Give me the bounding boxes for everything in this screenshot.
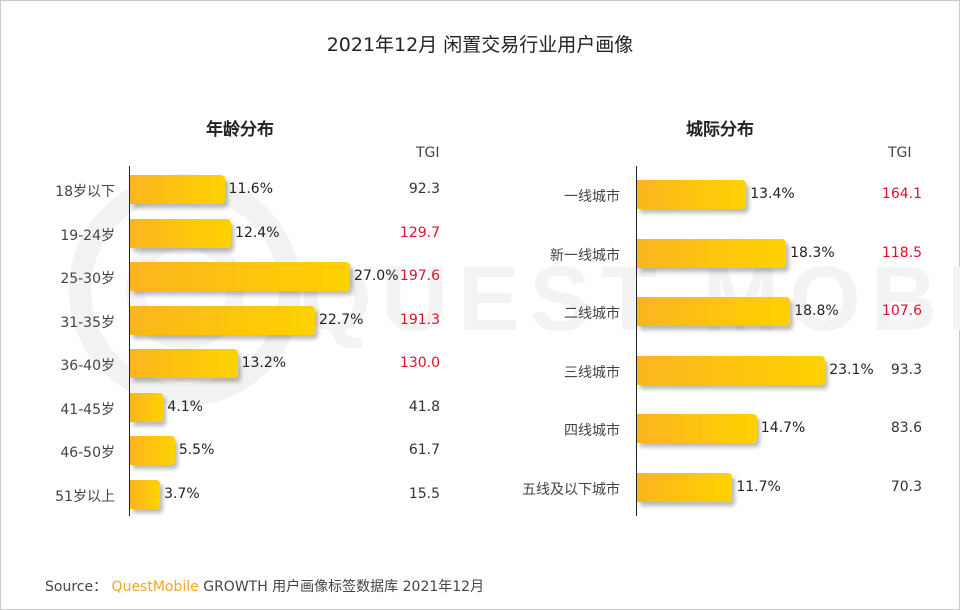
value-label: 22.7% <box>319 311 364 328</box>
bar <box>130 305 315 335</box>
value-label: 5.5% <box>178 442 215 458</box>
tgi-value: 191.3 <box>399 311 440 328</box>
source-text: GROWTH 用户画像标签数据库 2021年12月 <box>203 579 485 595</box>
bar <box>130 436 175 465</box>
tgi-value: 83.6 <box>890 420 922 436</box>
y-axis-line <box>636 166 637 516</box>
tgi-value: 70.3 <box>890 478 922 495</box>
value-label: 13.4% <box>750 186 795 202</box>
bar <box>130 392 164 422</box>
category-label: 19-24岁 <box>60 227 115 244</box>
chart-title: 年龄分布 <box>206 120 274 140</box>
bar <box>130 218 232 248</box>
tgi-value: 61.7 <box>408 442 440 458</box>
value-label: 4.1% <box>167 398 203 415</box>
bar <box>637 297 791 326</box>
category-label: 一线城市 <box>564 189 620 205</box>
bar <box>130 262 351 291</box>
source-prefix: Source： <box>45 579 108 595</box>
tgi-value: 130.0 <box>399 355 440 371</box>
value-label: 18.8% <box>794 303 839 319</box>
category-label: 18岁以下 <box>55 184 115 200</box>
y-axis-line <box>129 166 130 516</box>
tgi-header: TGI <box>416 145 440 161</box>
tgi-value: 41.8 <box>408 398 440 415</box>
source-note: Source： QuestMobile GROWTH 用户画像标签数据库 202… <box>45 576 484 596</box>
page-title: 2021年12月 闲置交易行业用户画像 <box>326 34 634 56</box>
tgi-value: 164.1 <box>881 186 922 202</box>
tgi-value: 107.6 <box>881 303 922 319</box>
value-label: 14.7% <box>760 420 806 436</box>
category-label: 36-40岁 <box>60 358 115 374</box>
category-label: 三线城市 <box>564 364 620 381</box>
bar <box>637 180 747 209</box>
bar <box>130 175 225 204</box>
value-label: 27.0% <box>354 268 399 284</box>
value-label: 18.3% <box>790 244 835 261</box>
value-label: 11.7% <box>736 478 781 495</box>
tgi-value: 118.5 <box>881 244 922 261</box>
category-label: 31-35岁 <box>60 314 115 331</box>
category-label: 25-30岁 <box>60 271 115 287</box>
category-label: 46-50岁 <box>60 445 115 461</box>
value-label: 23.1% <box>829 361 874 378</box>
category-label: 四线城市 <box>564 423 620 439</box>
bar <box>130 349 238 378</box>
bar <box>637 472 733 502</box>
tgi-header: TGI <box>888 145 912 161</box>
category-label: 41-45岁 <box>60 401 115 418</box>
bar <box>637 355 826 385</box>
tgi-value: 129.7 <box>399 224 440 241</box>
tgi-value: 197.6 <box>399 268 440 284</box>
value-label: 3.7% <box>164 485 200 502</box>
source-brand: QuestMobile <box>111 579 199 595</box>
category-label: 新一线城市 <box>550 247 620 264</box>
tgi-value: 15.5 <box>408 485 440 502</box>
value-label: 12.4% <box>235 224 280 241</box>
value-label: 11.6% <box>228 181 274 197</box>
tgi-value: 93.3 <box>890 361 922 378</box>
category-label: 51岁以上 <box>55 488 115 505</box>
bar <box>637 414 757 443</box>
bar <box>637 238 787 268</box>
tgi-value: 92.3 <box>408 181 440 197</box>
category-label: 二线城市 <box>564 306 620 322</box>
chart-title: 城际分布 <box>686 120 754 140</box>
category-label: 五线及以下城市 <box>522 481 620 498</box>
bar <box>130 479 161 509</box>
value-label: 13.2% <box>241 355 287 371</box>
